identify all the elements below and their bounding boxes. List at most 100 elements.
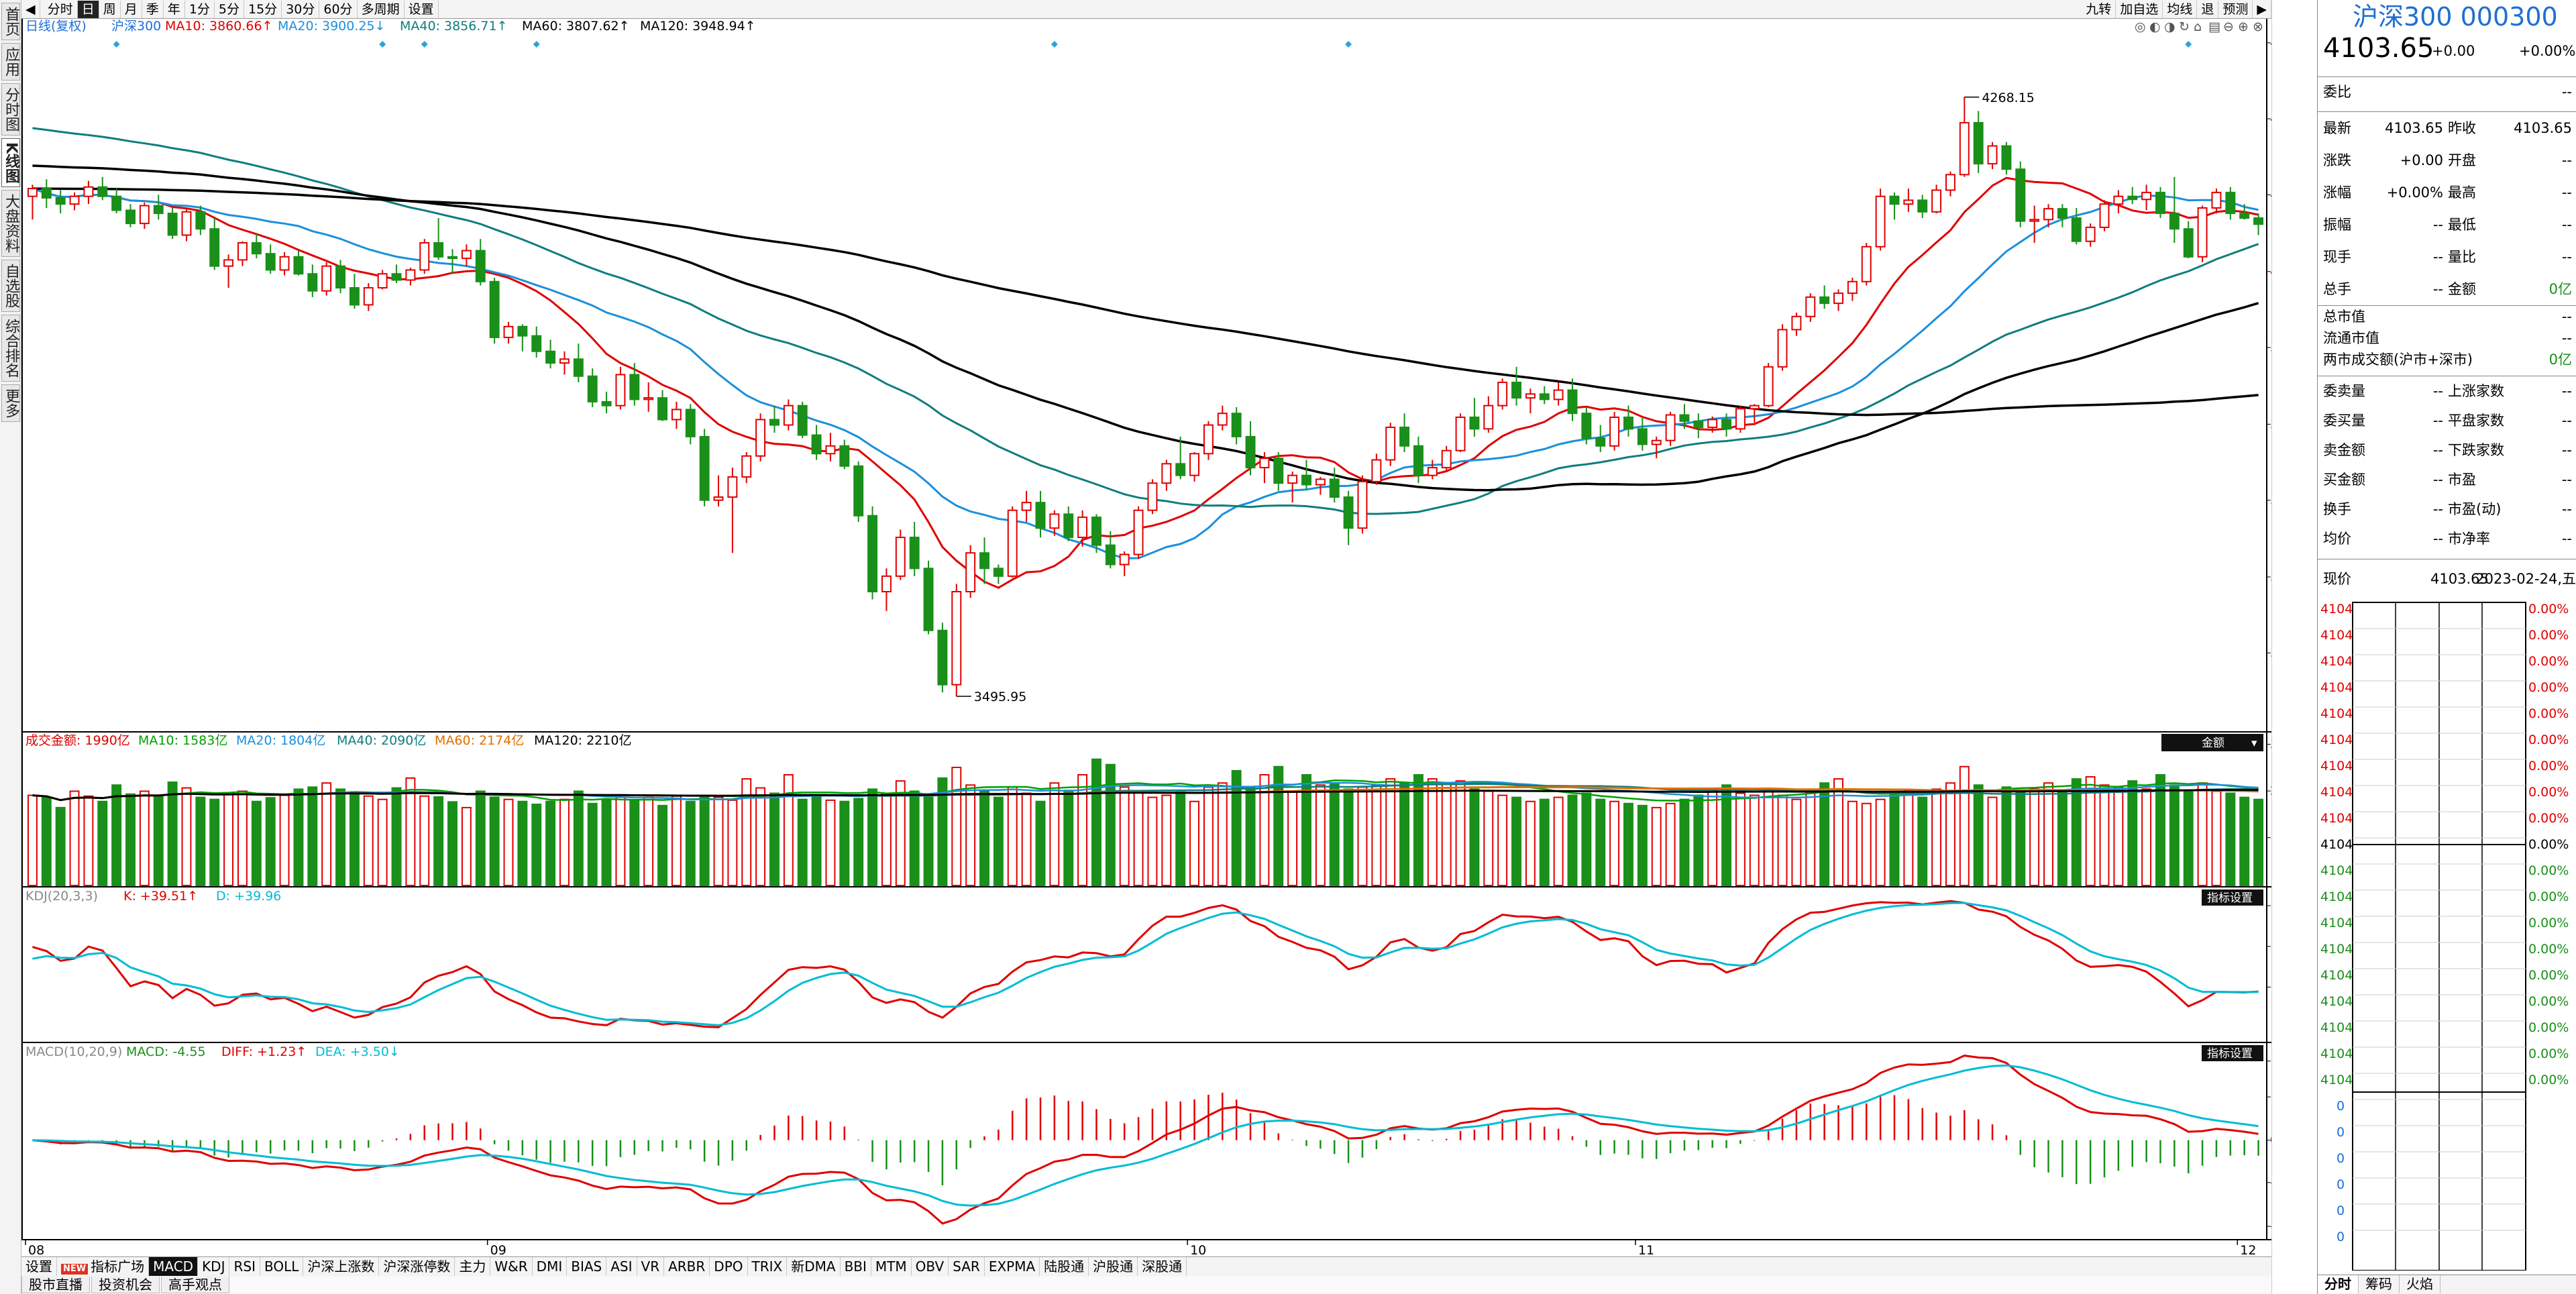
candle[interactable] bbox=[1147, 479, 1158, 515]
candle[interactable] bbox=[1007, 506, 1018, 578]
indicator-tab[interactable]: BOLL bbox=[260, 1257, 304, 1276]
candle[interactable] bbox=[181, 208, 192, 241]
candle[interactable] bbox=[1105, 531, 1116, 569]
candle[interactable] bbox=[2183, 221, 2194, 259]
realtime-tab[interactable]: 筹码 bbox=[2359, 1275, 2400, 1293]
candle[interactable] bbox=[125, 204, 136, 227]
candle[interactable] bbox=[167, 208, 178, 239]
candle[interactable] bbox=[629, 363, 640, 406]
candle[interactable] bbox=[993, 564, 1004, 584]
candle[interactable] bbox=[83, 180, 94, 205]
candle[interactable] bbox=[811, 425, 822, 460]
candle[interactable] bbox=[1063, 506, 1074, 541]
candle[interactable] bbox=[349, 274, 360, 309]
candle[interactable] bbox=[1721, 413, 1732, 437]
candle[interactable] bbox=[1819, 285, 1830, 309]
candle[interactable] bbox=[1161, 460, 1172, 491]
candle[interactable] bbox=[1777, 324, 1788, 371]
candle[interactable] bbox=[1875, 188, 1886, 251]
candle[interactable] bbox=[1049, 510, 1060, 536]
candle[interactable] bbox=[1945, 171, 1955, 197]
candle[interactable] bbox=[559, 351, 570, 375]
candle[interactable] bbox=[1931, 184, 1942, 214]
candle[interactable] bbox=[433, 218, 444, 260]
candle[interactable] bbox=[1539, 386, 1550, 405]
candle[interactable] bbox=[1091, 514, 1102, 553]
period-tab[interactable]: 周 bbox=[99, 1, 121, 18]
candle[interactable] bbox=[713, 475, 724, 506]
candle[interactable] bbox=[1651, 436, 1662, 459]
candle[interactable] bbox=[223, 254, 234, 288]
candle[interactable] bbox=[1861, 243, 1872, 286]
candle[interactable] bbox=[1427, 460, 1438, 480]
candle[interactable] bbox=[783, 399, 794, 431]
period-tab[interactable]: 季 bbox=[142, 1, 164, 18]
realtime-chart[interactable]: 4104 0.00% 4104 0.00% 4104 0.00% 4104 0.00% 4104… bbox=[2318, 593, 2576, 1271]
candle[interactable] bbox=[1497, 378, 1508, 410]
candle[interactable] bbox=[69, 192, 80, 211]
nav-back-icon[interactable]: ◀ bbox=[21, 1, 40, 18]
candle[interactable] bbox=[1413, 436, 1424, 484]
candle[interactable] bbox=[503, 321, 514, 344]
candle[interactable] bbox=[139, 202, 150, 229]
period-tab[interactable]: 30分 bbox=[282, 1, 320, 18]
candle[interactable] bbox=[461, 244, 472, 266]
candle[interactable] bbox=[1693, 413, 1704, 439]
candle[interactable] bbox=[1231, 407, 1242, 445]
candle[interactable] bbox=[1903, 188, 1914, 212]
candle[interactable] bbox=[671, 401, 682, 429]
candle[interactable] bbox=[1133, 506, 1144, 559]
candle[interactable] bbox=[979, 537, 989, 584]
candle[interactable] bbox=[1581, 407, 1592, 445]
candle[interactable] bbox=[839, 439, 850, 470]
candle[interactable] bbox=[1399, 413, 1410, 452]
candle[interactable] bbox=[1021, 490, 1032, 522]
left-tab[interactable]: 分时图 bbox=[1, 83, 20, 136]
event-marker-icon[interactable] bbox=[2185, 41, 2192, 48]
tool-button[interactable]: 九转 bbox=[2082, 1, 2116, 18]
candle[interactable] bbox=[1833, 289, 1843, 311]
indicator-tab[interactable]: BIAS bbox=[567, 1257, 607, 1276]
candle[interactable] bbox=[797, 401, 808, 439]
left-tab[interactable]: 综合排名 bbox=[1, 315, 20, 382]
candle[interactable] bbox=[643, 382, 654, 412]
candle[interactable] bbox=[1805, 293, 1816, 322]
sub-tab[interactable]: 股市直播 bbox=[21, 1277, 90, 1293]
candle[interactable] bbox=[293, 250, 304, 276]
chart-area[interactable]: 4338 4240 4142 4043 3945 3846 3748 3649 3551 4268… bbox=[21, 19, 2271, 1256]
candle[interactable] bbox=[1959, 97, 1970, 177]
realtime-tab[interactable]: 分时 bbox=[2318, 1275, 2359, 1293]
candle[interactable] bbox=[881, 568, 892, 611]
candle[interactable] bbox=[1343, 490, 1354, 545]
period-tab[interactable]: 年 bbox=[164, 1, 185, 18]
candle[interactable] bbox=[1749, 404, 1760, 423]
nav-forward-icon[interactable]: ▶ bbox=[2253, 1, 2271, 18]
indicator-tab[interactable]: SAR bbox=[949, 1257, 985, 1276]
candle[interactable] bbox=[895, 529, 906, 580]
candle[interactable] bbox=[2239, 204, 2250, 220]
candle[interactable] bbox=[489, 278, 500, 344]
indicator-tab[interactable]: VR bbox=[637, 1257, 665, 1276]
candle[interactable] bbox=[1077, 510, 1088, 547]
candle[interactable] bbox=[853, 461, 864, 522]
candle[interactable] bbox=[1385, 423, 1396, 466]
candle[interactable] bbox=[1371, 453, 1382, 485]
indicator-tab[interactable]: ASI bbox=[606, 1257, 637, 1276]
left-tab[interactable]: 自选股 bbox=[1, 260, 20, 313]
indicator-tab[interactable]: 新DMA bbox=[787, 1257, 841, 1276]
candle[interactable] bbox=[545, 339, 556, 369]
candle[interactable] bbox=[699, 429, 710, 506]
candle[interactable] bbox=[1483, 396, 1494, 433]
candle[interactable] bbox=[1357, 475, 1368, 534]
period-tab[interactable]: 分时 bbox=[44, 1, 78, 18]
indicator-tab[interactable]: 沪深上涨数 bbox=[303, 1257, 380, 1276]
indicator-tab[interactable]: OBV bbox=[912, 1257, 949, 1276]
event-marker-icon[interactable] bbox=[533, 41, 540, 48]
candle[interactable] bbox=[27, 184, 38, 220]
period-tab[interactable]: 1分 bbox=[185, 1, 215, 18]
candle[interactable] bbox=[405, 267, 416, 286]
candle[interactable] bbox=[2085, 223, 2096, 247]
candle[interactable] bbox=[1217, 405, 1228, 431]
candle[interactable] bbox=[1203, 421, 1214, 460]
event-marker-icon[interactable] bbox=[1051, 41, 1058, 48]
